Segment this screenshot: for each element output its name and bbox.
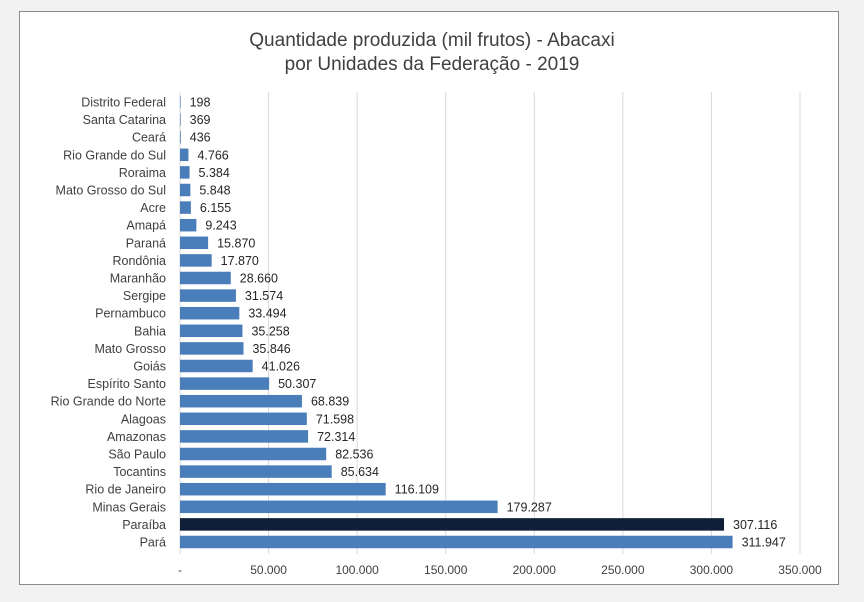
bar-15 [180, 359, 253, 373]
bar-19 [180, 430, 309, 443]
bar-22 [180, 482, 386, 496]
category-label-15: Goiás [133, 360, 166, 374]
value-label-3: 4.766 [197, 148, 228, 162]
category-label-24: Paraíba [122, 518, 166, 532]
bar-1 [180, 113, 181, 126]
category-label-21: Tocantins [113, 465, 166, 479]
value-label-14: 35.846 [252, 342, 290, 356]
bar-11 [180, 289, 236, 302]
category-label-11: Sergipe [123, 289, 166, 303]
value-label-22: 116.109 [395, 483, 439, 497]
value-label-9: 17.870 [221, 254, 259, 268]
value-label-5: 5.848 [199, 184, 230, 198]
category-labels: Distrito Federal Santa Catarina Ceará Rio G… [51, 96, 166, 550]
x-axis-ticks: - 50.000 100.000 150.000 200.000 250.000 300.0… [178, 563, 822, 577]
value-label-20: 82.536 [335, 448, 373, 462]
value-labels: 198 369 436 4.766 5.384 5.848 6.155 9.243 15.870… [190, 96, 786, 550]
value-label-11: 31.574 [245, 289, 283, 303]
category-label-8: Paraná [126, 236, 166, 250]
value-label-19: 72.314 [317, 430, 355, 444]
chart-title-line-1: Quantidade produzida (mil frutos) - Abac… [249, 30, 614, 51]
category-label-5: Mato Grosso do Sul [56, 184, 166, 198]
chart-frame: Quantidade produzida (mil frutos) - Abac… [19, 11, 839, 585]
value-label-10: 28.660 [240, 272, 278, 286]
x-tick-label-1: 50.000 [250, 563, 287, 577]
bar-6 [180, 201, 191, 214]
category-label-2: Ceará [132, 131, 166, 145]
x-tick-label-6: 300.000 [690, 563, 734, 577]
x-tick-label-7: 350.000 [778, 563, 822, 577]
bars [180, 95, 733, 549]
bar-9 [180, 254, 212, 267]
bar-25 [180, 535, 733, 549]
bar-17 [180, 394, 302, 408]
category-label-0: Distrito Federal [81, 96, 166, 110]
bar-0 [180, 95, 181, 109]
value-label-6: 6.155 [200, 201, 231, 215]
category-label-18: Alagoas [121, 412, 166, 426]
value-label-17: 68.839 [311, 395, 349, 409]
x-tick-label-2: 100.000 [335, 563, 379, 577]
value-label-15: 41.026 [262, 360, 300, 374]
bar-13 [180, 324, 243, 338]
bar-7 [180, 218, 197, 232]
category-label-17: Rio Grande do Norte [51, 395, 166, 409]
category-label-12: Pernambuco [95, 307, 166, 321]
x-tick-label-0: - [178, 563, 182, 577]
category-label-20: São Paulo [108, 448, 166, 462]
category-label-3: Rio Grande do Sul [63, 148, 166, 162]
gridlines [179, 92, 801, 554]
category-label-4: Roraima [119, 166, 166, 180]
value-label-21: 85.634 [341, 465, 379, 479]
bar-4 [180, 166, 190, 179]
bar-10 [180, 271, 231, 285]
bar-5 [180, 183, 191, 197]
value-label-16: 50.307 [278, 377, 316, 391]
value-label-2: 436 [190, 131, 211, 145]
value-label-7: 9.243 [205, 219, 236, 233]
bar-8 [180, 236, 209, 250]
category-label-16: Espírito Santo [87, 377, 166, 391]
category-label-19: Amazonas [107, 430, 166, 444]
bar-14 [180, 342, 244, 355]
category-label-9: Rondônia [112, 254, 166, 268]
bar-3 [180, 148, 189, 162]
chart-title-line-2: por Unidades da Federação - 2019 [285, 54, 580, 75]
value-label-1: 369 [190, 113, 211, 127]
category-label-7: Amapá [126, 219, 166, 233]
value-label-18: 71.598 [316, 412, 354, 426]
value-label-23: 179.287 [507, 500, 552, 514]
x-tick-label-4: 200.000 [513, 563, 557, 577]
category-label-14: Mato Grosso [94, 342, 166, 356]
bar-24 [180, 518, 725, 531]
bar-18 [180, 412, 307, 426]
category-label-1: Santa Catarina [83, 113, 166, 127]
bar-12 [180, 306, 240, 320]
category-label-6: Acre [140, 201, 166, 215]
bar-chart: Quantidade produzida (mil frutos) - Abac… [51, 30, 822, 577]
bar-20 [180, 447, 327, 461]
bar-21 [180, 465, 332, 478]
value-label-25: 311.947 [742, 536, 786, 550]
bar-23 [180, 500, 498, 514]
x-tick-label-3: 150.000 [424, 563, 468, 577]
value-label-8: 15.870 [217, 236, 255, 250]
bar-2 [180, 130, 181, 144]
category-label-25: Pará [140, 536, 166, 550]
category-label-23: Minas Gerais [92, 500, 166, 514]
value-label-0: 198 [190, 96, 211, 110]
category-label-10: Maranhão [110, 272, 166, 286]
value-label-12: 33.494 [248, 307, 286, 321]
value-label-4: 5.384 [199, 166, 230, 180]
value-label-13: 35.258 [251, 324, 289, 338]
category-label-22: Rio de Janeiro [85, 483, 166, 497]
category-label-13: Bahia [134, 324, 166, 338]
value-label-24: 307.116 [733, 518, 777, 532]
bar-16 [180, 377, 270, 390]
x-tick-label-5: 250.000 [601, 563, 645, 577]
